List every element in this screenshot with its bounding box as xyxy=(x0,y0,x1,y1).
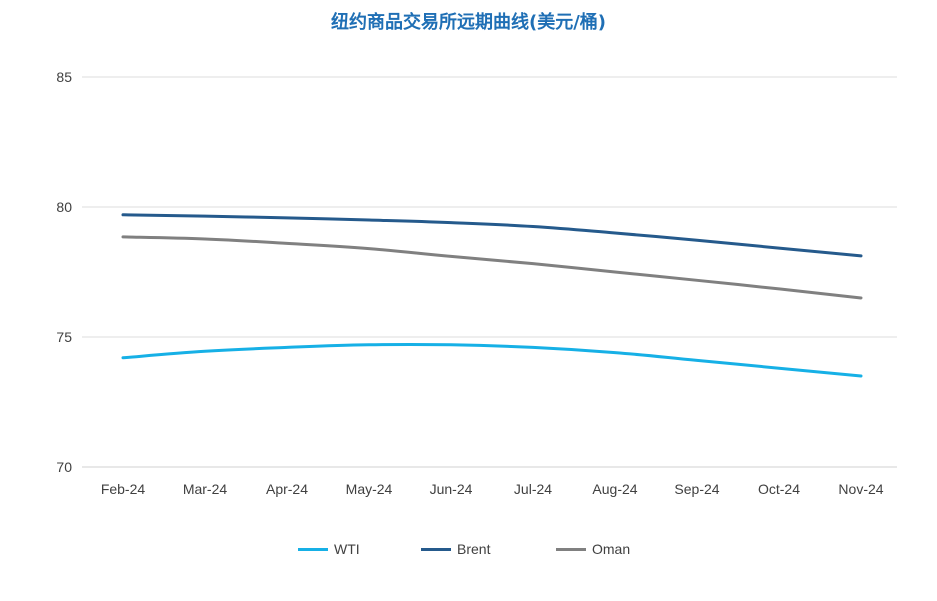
x-tick-label: Feb-24 xyxy=(101,481,146,497)
series-lines xyxy=(121,213,863,378)
x-tick-label: Oct-24 xyxy=(758,481,800,497)
legend-label: WTI xyxy=(334,541,360,557)
x-tick-label: Jun-24 xyxy=(430,481,473,497)
x-tick-label: Jul-24 xyxy=(514,481,552,497)
y-tick-label: 80 xyxy=(56,199,72,215)
legend: WTI Brent Oman xyxy=(0,538,937,560)
series-line-oman xyxy=(121,235,863,300)
legend-label: Brent xyxy=(457,541,491,557)
legend-item-wti: WTI xyxy=(298,538,360,560)
legend-swatch xyxy=(556,547,586,551)
x-tick-label: Aug-24 xyxy=(592,481,637,497)
legend-item-brent: Brent xyxy=(421,538,490,560)
legend-item-oman: Oman xyxy=(556,538,630,560)
x-axis-ticks: Feb-24 Mar-24 Apr-24 May-24 Jun-24 Jul-24 Aug-… xyxy=(101,481,884,497)
x-tick-label: Sep-24 xyxy=(674,481,719,497)
series-line-brent xyxy=(121,213,863,258)
x-tick-label: Mar-24 xyxy=(183,481,228,497)
x-tick-label: Apr-24 xyxy=(266,481,308,497)
y-tick-label: 75 xyxy=(56,329,72,345)
series-line-wti xyxy=(121,342,863,378)
legend-swatch xyxy=(421,547,451,551)
x-tick-label: May-24 xyxy=(346,481,393,497)
chart-title: 纽约商品交易所远期曲线(美元/桶) xyxy=(330,12,607,33)
legend-swatch xyxy=(298,547,328,551)
y-tick-label: 70 xyxy=(56,459,72,475)
y-tick-label: 85 xyxy=(56,69,72,85)
gridlines xyxy=(82,76,897,468)
x-tick-label: Nov-24 xyxy=(838,481,883,497)
legend-label: Oman xyxy=(592,541,631,557)
y-axis-ticks: 70 75 80 85 xyxy=(56,69,72,475)
